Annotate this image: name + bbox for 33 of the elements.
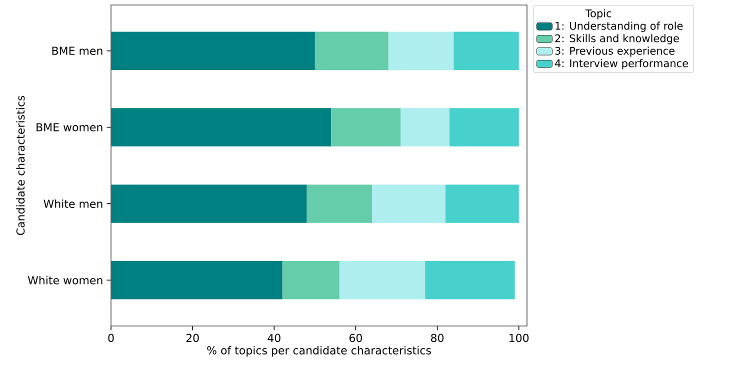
x-tick-label: 20: [186, 334, 199, 342]
y-tick-label: BME women: [36, 123, 102, 132]
x-axis-title: % of topics per candidate characteristics: [207, 346, 431, 357]
bar: [372, 184, 446, 223]
y-tick-label: BME men: [52, 46, 102, 55]
bar: [388, 32, 454, 70]
bar: [306, 184, 372, 223]
y-axis-title: Candidate characteristics: [16, 96, 25, 236]
y-tick-label: White women: [28, 276, 102, 284]
x-tick-label: 60: [349, 334, 362, 342]
bar: [111, 32, 315, 70]
legend-label: 2: Skills and knowledge: [555, 34, 679, 44]
bar: [400, 108, 450, 146]
bar: [450, 108, 519, 146]
x-tick-label: 40: [268, 334, 280, 342]
bar: [111, 261, 282, 300]
bar: [331, 108, 401, 146]
bar: [314, 32, 388, 70]
bar: [111, 108, 332, 146]
x-tick-label: 100: [510, 334, 529, 342]
legend-label: 4: Interview performance: [555, 59, 688, 70]
x-tick-label: 80: [431, 334, 444, 342]
legend-label: 1: Understanding of role: [556, 22, 683, 32]
bar: [454, 32, 519, 70]
bar: [111, 184, 307, 223]
x-tick-label: 0: [108, 334, 114, 342]
bar: [339, 261, 426, 300]
bar: [445, 184, 519, 223]
legend-label: 3: Previous experience: [555, 46, 675, 57]
bar: [282, 261, 340, 300]
y-tick-label: White men: [44, 199, 102, 208]
legend-title: Topic: [585, 9, 612, 20]
bar: [425, 261, 515, 300]
